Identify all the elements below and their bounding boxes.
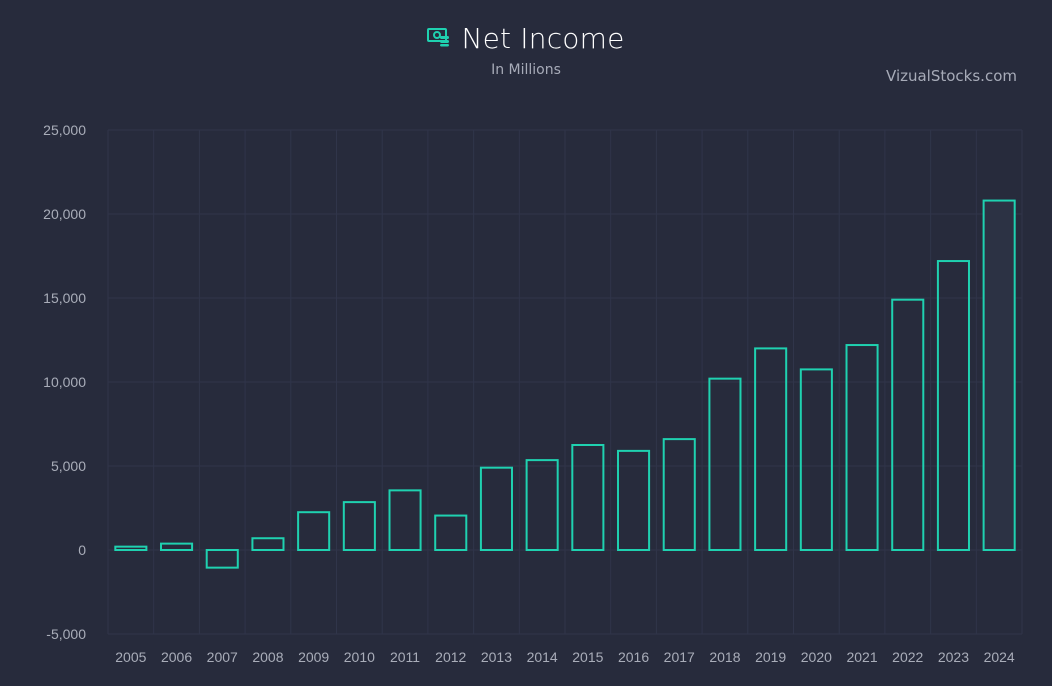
x-tick-label: 2005 xyxy=(115,649,146,665)
bar xyxy=(708,377,742,552)
x-tick-label: 2007 xyxy=(207,649,238,665)
bar xyxy=(388,489,422,551)
bar xyxy=(434,514,468,551)
bar xyxy=(754,347,788,551)
y-tick-label: 20,000 xyxy=(43,206,86,222)
x-tick-label: 2018 xyxy=(709,649,740,665)
y-tick-label: -5,000 xyxy=(46,626,86,642)
y-tick-label: 5,000 xyxy=(51,458,86,474)
bar xyxy=(297,511,331,552)
bar xyxy=(571,444,605,551)
x-tick-label: 2017 xyxy=(664,649,695,665)
x-tick-label: 2006 xyxy=(161,649,192,665)
x-tick-label: 2015 xyxy=(572,649,603,665)
y-tick-label: 15,000 xyxy=(43,290,86,306)
brand-link[interactable]: VizualStocks.com xyxy=(886,67,1017,85)
x-tick-label: 2023 xyxy=(938,649,969,665)
chart-subtitle: In Millions xyxy=(491,62,561,78)
bar xyxy=(936,260,970,551)
bar xyxy=(479,466,513,551)
bar xyxy=(114,545,148,552)
bar xyxy=(799,368,833,551)
x-tick-label: 2022 xyxy=(892,649,923,665)
x-tick-label: 2019 xyxy=(755,649,786,665)
bar xyxy=(617,449,651,552)
y-tick-label: 25,000 xyxy=(43,122,86,138)
y-tick-label: 10,000 xyxy=(43,374,86,390)
x-tick-label: 2014 xyxy=(527,649,558,665)
x-tick-label: 2010 xyxy=(344,649,375,665)
x-tick-label: 2009 xyxy=(298,649,329,665)
y-tick-label: 0 xyxy=(78,542,86,558)
bar xyxy=(982,199,1016,551)
bar xyxy=(845,344,879,552)
chart-title: Net Income xyxy=(461,22,625,55)
x-tick-label: 2013 xyxy=(481,649,512,665)
x-tick-label: 2024 xyxy=(984,649,1015,665)
x-tick-label: 2012 xyxy=(435,649,466,665)
bar xyxy=(891,298,925,551)
bar xyxy=(525,459,559,551)
x-tick-label: 2020 xyxy=(801,649,832,665)
bar xyxy=(662,438,696,551)
x-tick-label: 2021 xyxy=(846,649,877,665)
x-tick-label: 2008 xyxy=(252,649,283,665)
bar xyxy=(160,542,194,552)
bar xyxy=(251,537,285,551)
bar xyxy=(205,549,239,569)
money-icon xyxy=(427,27,451,51)
x-tick-label: 2011 xyxy=(390,649,420,665)
bar xyxy=(342,501,376,551)
chart-header: Net Income xyxy=(0,22,1052,55)
x-tick-label: 2016 xyxy=(618,649,649,665)
